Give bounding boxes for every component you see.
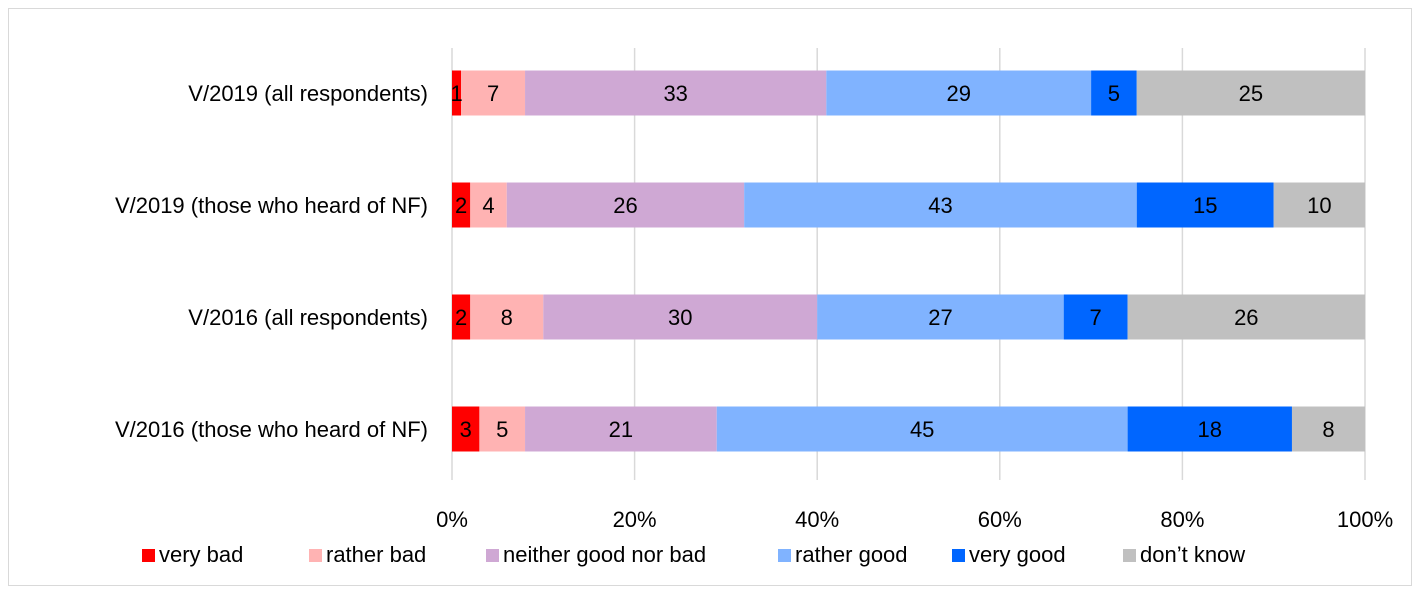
data-label: 27 xyxy=(928,305,952,330)
bar-segment xyxy=(525,406,717,452)
x-tick-label: 60% xyxy=(978,507,1022,532)
data-label: 10 xyxy=(1307,193,1331,218)
bar-segment xyxy=(506,182,745,228)
data-label: 29 xyxy=(946,81,970,106)
data-label: 33 xyxy=(663,81,687,106)
data-label: 8 xyxy=(1322,417,1334,442)
data-label: 26 xyxy=(1234,305,1258,330)
data-label: 5 xyxy=(496,417,508,442)
data-label: 45 xyxy=(910,417,934,442)
data-label: 43 xyxy=(928,193,952,218)
data-label: 2 xyxy=(455,193,467,218)
bar-segment xyxy=(479,406,526,452)
category-label: V/2019 (those who heard of NF) xyxy=(115,193,428,218)
legend-swatch xyxy=(142,549,155,562)
data-label: 30 xyxy=(668,305,692,330)
category-label: V/2016 (those who heard of NF) xyxy=(115,417,428,442)
legend-swatch xyxy=(309,549,322,562)
data-label: 5 xyxy=(1108,81,1120,106)
bar-segment xyxy=(1273,182,1365,228)
bars xyxy=(452,70,1365,452)
data-label: 8 xyxy=(501,305,513,330)
category-label: V/2016 (all respondents) xyxy=(188,305,428,330)
legend-swatch xyxy=(778,549,791,562)
bar-segment xyxy=(1127,294,1365,340)
data-label: 15 xyxy=(1193,193,1217,218)
bar-segment xyxy=(470,182,507,228)
legend-label: very good xyxy=(969,542,1066,567)
bar-segment xyxy=(1091,70,1137,116)
legend-label: don’t know xyxy=(1140,542,1245,567)
bar-segment xyxy=(826,70,1092,116)
bar-segment xyxy=(1136,70,1365,116)
bar-segment xyxy=(461,70,526,116)
bar-segment xyxy=(817,294,1064,340)
bar-segment xyxy=(716,406,1128,452)
bar-segment xyxy=(525,70,827,116)
x-axis-ticks: 0% 20% 40% 60% 80% 100% xyxy=(436,507,1393,532)
data-label: 21 xyxy=(609,417,633,442)
x-tick-label: 100% xyxy=(1337,507,1393,532)
data-label: 26 xyxy=(613,193,637,218)
category-label: V/2019 (all respondents) xyxy=(188,81,428,106)
legend-label: rather good xyxy=(795,542,908,567)
bar-segment xyxy=(1291,406,1365,452)
bar-segment xyxy=(452,70,462,116)
bar-segment xyxy=(470,294,544,340)
x-tick-label: 40% xyxy=(795,507,839,532)
category-labels: V/2019 (all respondents) V/2019 (those wh… xyxy=(115,81,428,442)
bar-segment xyxy=(452,406,480,452)
legend-label: rather bad xyxy=(326,542,426,567)
data-label: 1 xyxy=(450,81,462,106)
legend-swatch xyxy=(1123,549,1136,562)
legend: very bad rather bad neither good nor bad ra… xyxy=(142,542,1245,567)
data-label: 4 xyxy=(482,193,494,218)
data-label: 7 xyxy=(1090,305,1102,330)
bar-segment xyxy=(543,294,818,340)
data-label: 7 xyxy=(487,81,499,106)
legend-label: very bad xyxy=(159,542,243,567)
bar-segment xyxy=(1063,294,1128,340)
bar-segment xyxy=(452,294,471,340)
bar-segment xyxy=(452,182,471,228)
x-tick-label: 0% xyxy=(436,507,468,532)
bar-segment xyxy=(744,182,1137,228)
data-label: 2 xyxy=(455,305,467,330)
data-label: 25 xyxy=(1239,81,1263,106)
data-label: 3 xyxy=(460,417,472,442)
bar-segment xyxy=(1127,406,1292,452)
x-tick-label: 20% xyxy=(613,507,657,532)
legend-swatch xyxy=(486,549,499,562)
bar-segment xyxy=(1136,182,1274,228)
data-label: 18 xyxy=(1198,417,1222,442)
legend-swatch xyxy=(952,549,965,562)
legend-label: neither good nor bad xyxy=(503,542,706,567)
x-tick-label: 80% xyxy=(1160,507,1204,532)
value-labels: 1 7 33 29 5 252 4 26 43 15 102 8 30 27 7 263 5 21 45 18 8 xyxy=(450,81,1334,442)
